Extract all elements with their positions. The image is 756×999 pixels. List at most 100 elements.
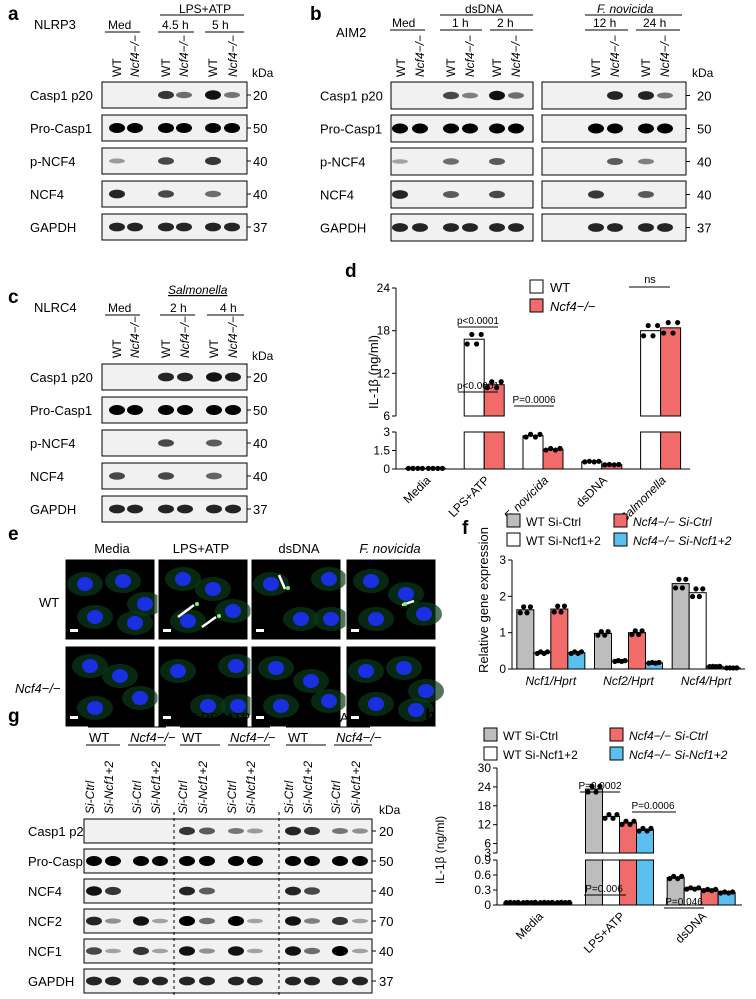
- panel-b-lane-labels: WT Ncf4−/− WT Ncf4−/− WT Ncf4−/− WT Ncf4…: [394, 35, 672, 77]
- blot-band: [152, 948, 168, 954]
- data-point: [640, 825, 646, 831]
- panel-c-blots: Casp1 p20 20 Pro-Casp1 50 p-NCF4 40 NCF4 40 GAPD…: [30, 363, 267, 523]
- data-point: [478, 331, 484, 338]
- data-point: [722, 889, 728, 895]
- genotype-label: WT: [288, 730, 308, 745]
- column-label: LPS+ATP: [173, 541, 229, 556]
- blot-kda-marker: 50: [379, 854, 393, 869]
- blot-band: [133, 856, 149, 866]
- bar: [483, 384, 505, 417]
- data-point: [562, 900, 568, 906]
- panel-a-treatment-med: Med: [108, 18, 131, 32]
- lane-label: Ncf4−/−: [177, 35, 191, 77]
- y-tick-label: 0: [383, 462, 390, 476]
- blot-band: [224, 222, 240, 232]
- lane-label: Si-Ncf1+2: [196, 761, 210, 814]
- panel-f: f WT Si-Ctrl WT Si-Ncf1+2 Ncf4−/− Si-Ctr…: [462, 513, 745, 688]
- bar: [585, 788, 603, 854]
- data-point: [582, 459, 588, 465]
- data-point: [523, 434, 529, 440]
- panel-a-inflammasome: NLRP3: [34, 17, 76, 32]
- lane-label: Ncf4−/−: [608, 35, 622, 77]
- blot-band: [158, 222, 174, 232]
- column-label: Media: [94, 541, 130, 556]
- blot-band: [508, 223, 524, 232]
- row-label-ncf4: Ncf4−/−: [15, 681, 61, 696]
- blot-kda-marker: 50: [253, 403, 267, 418]
- blot-row-label: Casp1 p20: [30, 370, 93, 385]
- blot-band: [179, 856, 195, 866]
- data-point: [602, 462, 608, 468]
- legend-label: WT Si-Ncf1+2: [526, 534, 601, 548]
- blot-band: [392, 159, 408, 164]
- data-point: [667, 876, 673, 882]
- panel-b-blots: Casp1 p20 20 Pro-Casp1 50 p-NCF4 40 NCF4 40 GAPD…: [320, 81, 711, 242]
- y-tick-label: 18: [377, 324, 391, 338]
- data-point: [474, 341, 480, 347]
- data-point: [683, 576, 689, 582]
- blot-band: [392, 123, 408, 134]
- column-label: dsDNA: [278, 541, 320, 556]
- lane-label: WT: [207, 339, 221, 358]
- blot-band: [607, 158, 623, 165]
- lane-label: Ncf4−/−: [226, 35, 240, 77]
- blot-kda-marker: 50: [253, 121, 267, 136]
- panel-d: d WT Ncf4−/− IL-1β (ng/ml) 0 1.5 3 6 12 18 24 M…: [345, 261, 690, 525]
- scale-bar: [351, 716, 359, 719]
- blot-band: [638, 158, 654, 165]
- group-label: Media: [110, 710, 146, 725]
- legend-swatch-wt: [529, 279, 544, 294]
- data-point: [489, 379, 495, 385]
- blot-band: [332, 856, 348, 866]
- blot-band: [462, 92, 478, 99]
- data-point: [645, 322, 651, 329]
- lane-label: Ncf4−/−: [178, 316, 192, 358]
- bar: [594, 632, 612, 670]
- data-point: [619, 821, 625, 827]
- lane-label: Si-Ncf1+2: [301, 761, 315, 814]
- blot-band: [462, 123, 478, 134]
- nucleus-dapi: [127, 616, 143, 630]
- y-tick-label: 2: [499, 589, 506, 603]
- stat-label: p<0.0001: [457, 316, 499, 327]
- data-point: [555, 603, 561, 609]
- data-point: [527, 604, 534, 610]
- data-point: [515, 899, 521, 906]
- blot-row-label: Casp1 p20: [30, 88, 93, 103]
- y-tick-label: 30: [478, 761, 492, 775]
- panel-c-time-1: 2 h: [170, 301, 187, 315]
- panel-b-time-4: 24 h: [643, 16, 666, 30]
- data-point: [541, 899, 547, 906]
- y-tick-label: 24: [478, 780, 492, 794]
- nucleus-dapi: [396, 661, 412, 675]
- blot-band: [443, 123, 459, 134]
- lane-label: WT: [394, 58, 408, 77]
- nucleus-dapi: [87, 701, 103, 715]
- blot-band: [158, 190, 174, 198]
- panel-b-letter: b: [310, 4, 322, 25]
- data-point: [598, 629, 604, 635]
- bar: [550, 608, 569, 670]
- data-point: [631, 818, 637, 824]
- blot-band: [228, 916, 244, 926]
- data-point: [596, 458, 602, 464]
- panel-b-time-3: 12 h: [593, 16, 616, 30]
- panel-c-time-2: 4 h: [220, 301, 237, 315]
- blot-band: [205, 156, 221, 166]
- data-point: [696, 593, 702, 600]
- lane-label: Ncf4−/−: [463, 35, 477, 77]
- blot-band: [127, 504, 143, 514]
- nucleus-dapi: [180, 614, 196, 628]
- column-label: F. novicida: [359, 541, 420, 556]
- data-point: [672, 585, 679, 591]
- nucleus-dapi: [170, 664, 186, 678]
- panel-e-letter: e: [8, 524, 19, 545]
- blot-strip: [101, 495, 248, 523]
- lane-label: WT: [490, 58, 504, 77]
- blot-band: [86, 916, 102, 926]
- panel-c-lane-labels: WT Ncf4−/− WT Ncf4−/− WT Ncf4−/−: [110, 316, 240, 358]
- bar: [585, 859, 603, 906]
- blot-band: [332, 946, 348, 956]
- blot-strip: [390, 147, 534, 176]
- data-point: [528, 900, 534, 906]
